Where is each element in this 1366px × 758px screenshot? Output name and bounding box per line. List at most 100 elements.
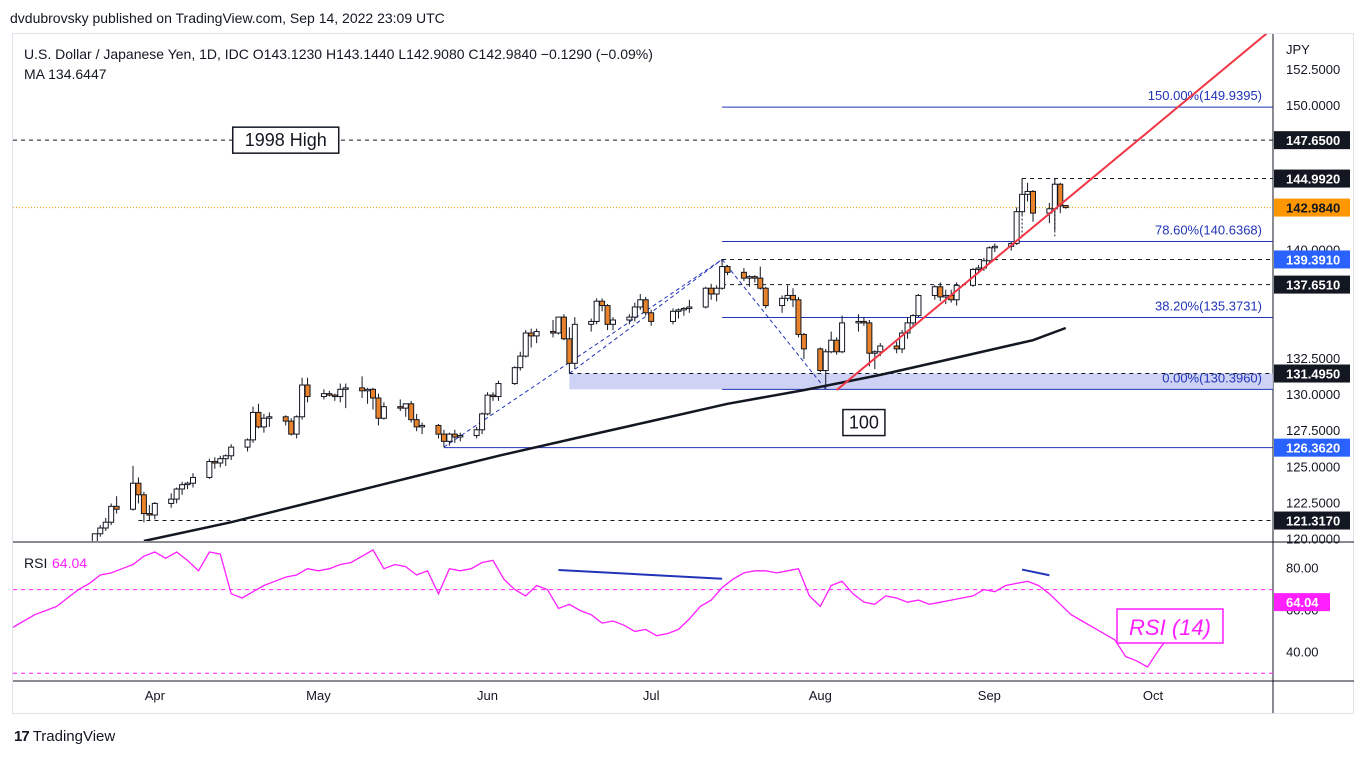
candle [610, 317, 616, 331]
candle [1019, 178, 1026, 215]
candle [550, 320, 556, 338]
candle-body [375, 397, 382, 419]
candle [855, 314, 862, 332]
x-tick-label-2: Jun [477, 688, 498, 703]
candle [702, 286, 709, 309]
candle [686, 299, 693, 313]
candle-body [370, 388, 376, 399]
candle-body [484, 394, 491, 415]
candle [140, 491, 147, 523]
candle-body [342, 387, 349, 390]
candle [413, 413, 420, 432]
rsi-tick-label-2: 40.00 [1286, 644, 1319, 659]
candle-body [222, 455, 229, 460]
candle [751, 275, 758, 283]
candle [244, 438, 251, 452]
candle [1030, 190, 1036, 222]
candle [533, 328, 540, 344]
candle [135, 477, 142, 504]
candle [402, 403, 409, 417]
axis-tag-bg-0 [1274, 131, 1350, 150]
candle-body [299, 384, 306, 418]
rsi-legend-label: RSI [24, 555, 47, 571]
candle-body [380, 406, 387, 419]
candle-body [435, 424, 442, 435]
candle [511, 366, 518, 385]
axis-tag-label-4: 137.6510 [1286, 278, 1340, 293]
candle [522, 330, 529, 358]
candle-body [642, 299, 649, 314]
candle [648, 309, 655, 326]
candle-body [790, 294, 796, 301]
candle-body [173, 488, 180, 500]
x-tick-label-0: Apr [145, 688, 166, 703]
support-zone [569, 373, 1273, 390]
fib-label-3: 0.00%(130.3960) [1162, 370, 1262, 385]
candle [260, 413, 267, 433]
candle-body [184, 482, 191, 486]
candle [790, 288, 796, 307]
candle [326, 390, 333, 397]
candle-body [102, 521, 109, 529]
candle-body [724, 266, 731, 273]
candle-body [604, 305, 611, 325]
candle-body [550, 331, 556, 334]
rsi-axis-tag: 64.04 [1286, 595, 1319, 610]
candle [151, 502, 158, 520]
symbol-legend: U.S. Dollar / Japanese Yen, 1D, IDC O143… [24, 46, 653, 62]
candle-body [680, 307, 687, 311]
candle [457, 432, 464, 442]
candle-body [288, 420, 295, 435]
candle-body [528, 332, 535, 337]
x-tick-label-4: Aug [809, 688, 832, 703]
rsi-annotation-text: RSI (14) [1129, 615, 1211, 640]
main-pane: 150.00%(149.9395) 78.60%(140.6368) 38.20%(… [13, 34, 1273, 541]
candle-body [140, 494, 147, 515]
candle [904, 317, 911, 339]
candle [740, 268, 747, 281]
axis-tag-bg-7 [1274, 511, 1350, 530]
candle-body [337, 388, 344, 398]
axis-tag-label-0: 147.6500 [1286, 133, 1340, 148]
candle-body [740, 271, 747, 279]
candle [342, 383, 349, 409]
candle-body [217, 458, 224, 464]
candle [528, 328, 535, 348]
candle [631, 302, 638, 322]
candle-body [151, 502, 158, 516]
fib-label-1: 78.60%(140.6368) [1155, 222, 1262, 237]
candle [899, 330, 906, 354]
candle [593, 298, 600, 325]
candle [860, 317, 867, 326]
candle [337, 383, 344, 403]
candle [473, 426, 480, 439]
candle-body [986, 247, 993, 262]
candle-body [495, 383, 502, 398]
candle [97, 525, 104, 537]
candle [986, 246, 993, 264]
tradingview-brand[interactable]: 17 TradingView [14, 728, 115, 745]
candle [446, 432, 453, 446]
candle-body [1030, 190, 1036, 214]
rising-trendline [835, 34, 1268, 391]
candle-body [637, 299, 644, 308]
fib-label-0: 150.00%(149.9395) [1148, 88, 1262, 103]
candle-body [795, 299, 802, 335]
candle [1051, 178, 1058, 231]
candle [637, 294, 644, 310]
rsi-annotation-box [1116, 608, 1224, 644]
candle [304, 377, 311, 403]
candle [588, 318, 595, 332]
annotation-text-1: 100 [849, 413, 879, 433]
candle-body [762, 287, 769, 307]
candle [555, 316, 562, 335]
currency-label: JPY [1286, 42, 1310, 57]
candle [359, 376, 366, 398]
candle-body [397, 406, 404, 409]
y-tick-label-8: 120.0000 [1286, 532, 1340, 547]
candle-body [839, 322, 846, 353]
candle [713, 285, 720, 302]
candle-body [631, 306, 638, 318]
candle [670, 308, 676, 325]
